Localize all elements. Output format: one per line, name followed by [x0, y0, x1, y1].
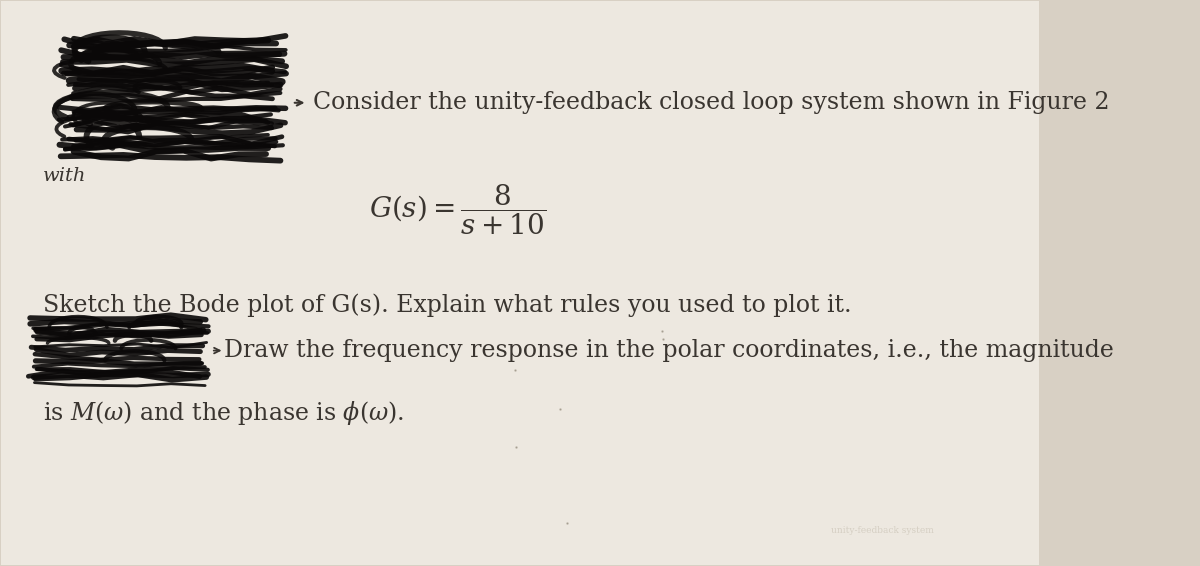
Text: Draw the frequency response in the polar coordinates, i.e., the magnitude: Draw the frequency response in the polar…	[224, 339, 1115, 362]
Text: unity-feedback system: unity-feedback system	[832, 526, 934, 535]
Text: is $M(\omega)$ and the phase is $\phi(\omega)$.: is $M(\omega)$ and the phase is $\phi(\o…	[43, 398, 404, 427]
Text: Sketch the Bode plot of G(s). Explain what rules you used to plot it.: Sketch the Bode plot of G(s). Explain wh…	[43, 294, 852, 318]
Text: $G(s) = \dfrac{8}{s+10}$: $G(s) = \dfrac{8}{s+10}$	[370, 182, 546, 237]
Text: with: with	[43, 167, 86, 185]
Text: Consider the unity-feedback closed loop system shown in Figure 2: Consider the unity-feedback closed loop …	[313, 91, 1109, 114]
